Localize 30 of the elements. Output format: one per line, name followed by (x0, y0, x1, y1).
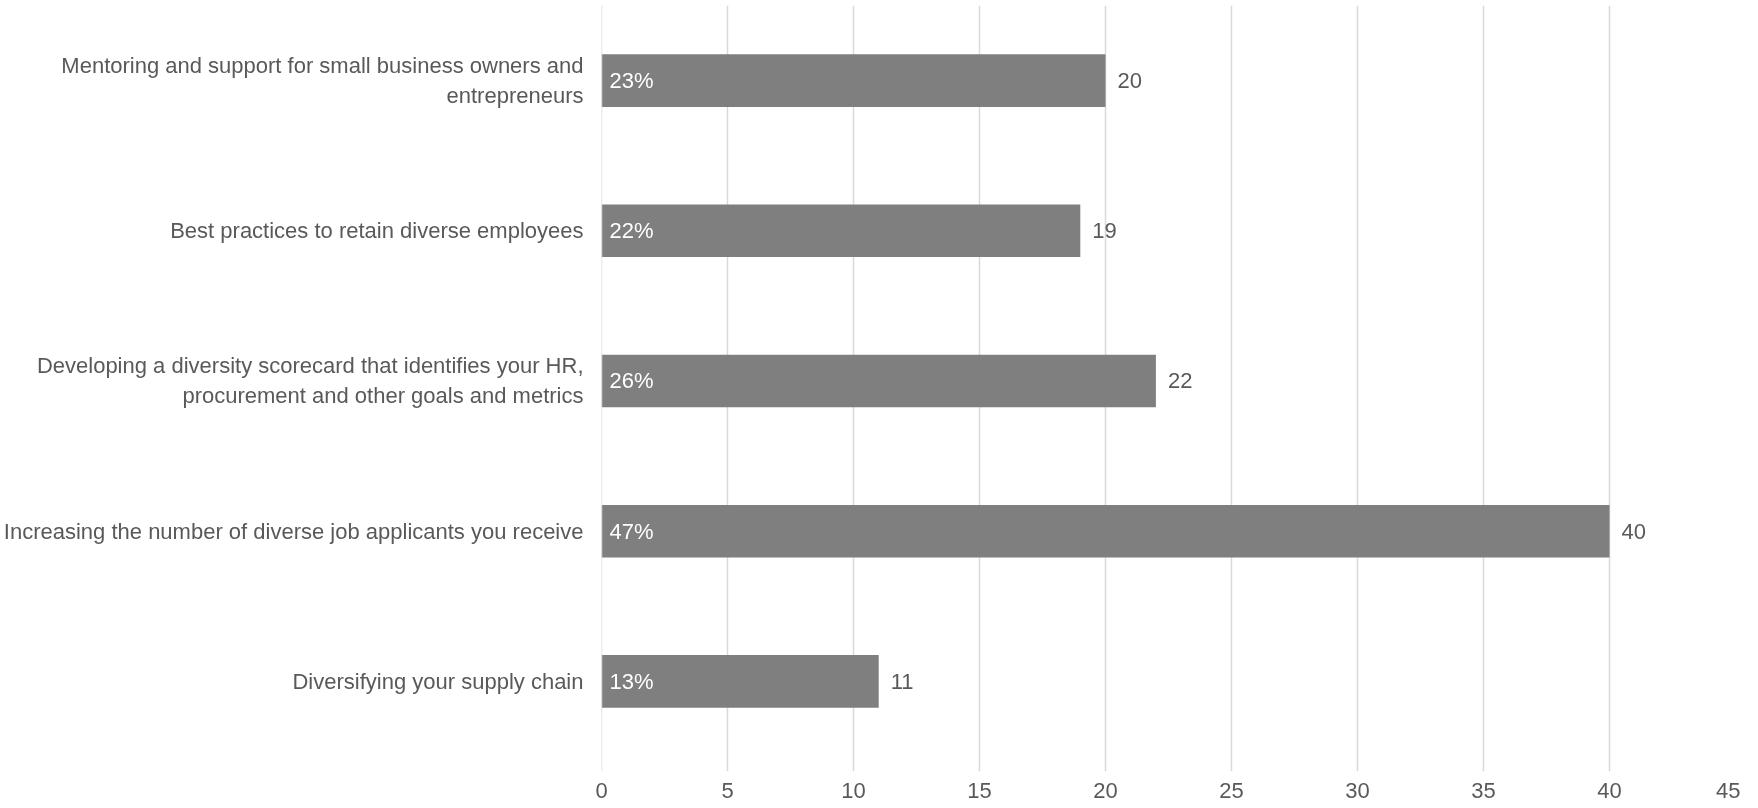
y-tick-label: Best practices to retain diverse employees (170, 218, 584, 244)
y-tick-label: Diversifying your supply chain (292, 668, 584, 694)
x-tick-label: 15 (967, 777, 992, 803)
data-label: 22 (1167, 368, 1193, 394)
data-label: 20 (1117, 68, 1142, 94)
y-tick-label: Increasing the number of diverse job applicants you receive (3, 518, 584, 544)
x-tick-label: 5 (721, 777, 734, 803)
y-tick-label: Developing a diversity scorecard that identifies your HR, procurement and other goals and metrics (36, 353, 584, 409)
bar (601, 54, 1106, 107)
data-label: 11 (890, 668, 914, 694)
annotation: 22% (609, 218, 654, 244)
x-tick-label: 20 (1093, 777, 1118, 803)
x-tick-label: 45 (1716, 777, 1741, 803)
bar (601, 655, 879, 708)
x-tick-label: 30 (1345, 777, 1370, 803)
x-tick-label: 25 (1219, 777, 1244, 803)
annotation: 23% (609, 68, 654, 94)
x-tick-label: 10 (841, 777, 866, 803)
x-tick-label: 40 (1597, 777, 1622, 803)
annotation: 13% (609, 668, 654, 694)
data-label: 19 (1092, 218, 1117, 244)
x-tick-label: 35 (1471, 777, 1496, 803)
bar (601, 204, 1081, 258)
annotation: 47% (609, 518, 654, 544)
bar (601, 504, 1610, 558)
y-tick-label: Mentoring and support for small business owners and entrepreneurs (61, 53, 584, 109)
annotation: 26% (609, 368, 654, 394)
data-label: 40 (1621, 518, 1646, 544)
bar (601, 354, 1156, 408)
x-tick-label: 0 (595, 777, 608, 803)
